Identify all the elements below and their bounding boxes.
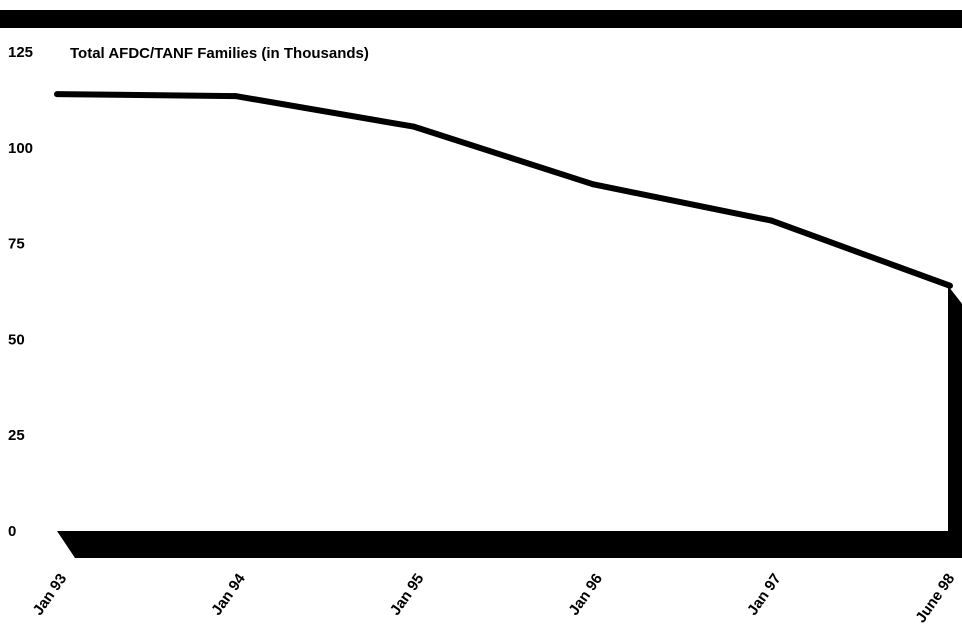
data-point: [947, 282, 953, 289]
data-point: [54, 91, 60, 98]
x-tick-label: Jan 93: [30, 571, 71, 619]
x-tick-label: Jan 95: [387, 571, 428, 619]
x-tick-label: Jan 97: [744, 571, 785, 619]
chart-title: Total AFDC/TANF Families (in Thousands): [70, 45, 369, 62]
y-tick-label: 0: [8, 523, 16, 540]
series-points: [54, 91, 953, 289]
y-tick-label: 100: [8, 140, 33, 157]
data-point: [768, 217, 775, 224]
y-tick-label: 50: [8, 331, 25, 348]
x-axis-ticks: Jan 93 Jan 94 Jan 95 Jan 96 Jan 97 June 98: [30, 570, 959, 626]
data-point: [411, 123, 418, 130]
top-bar: [0, 10, 962, 28]
x-tick-label: June 98: [912, 571, 958, 627]
data-point: [232, 93, 239, 100]
series-line: [56, 91, 952, 289]
y-tick-label: 25: [8, 427, 25, 444]
chart-floor: [57, 531, 950, 558]
x-tick-label: Jan 94: [208, 570, 249, 619]
data-point: [589, 181, 596, 188]
x-tick-label: Jan 96: [565, 571, 606, 619]
chart-right-wall: [948, 285, 962, 558]
y-axis-ticks: 0 25 50 75 100 125: [8, 44, 33, 540]
y-tick-label: 75: [8, 236, 25, 253]
y-tick-label: 125: [8, 44, 33, 61]
